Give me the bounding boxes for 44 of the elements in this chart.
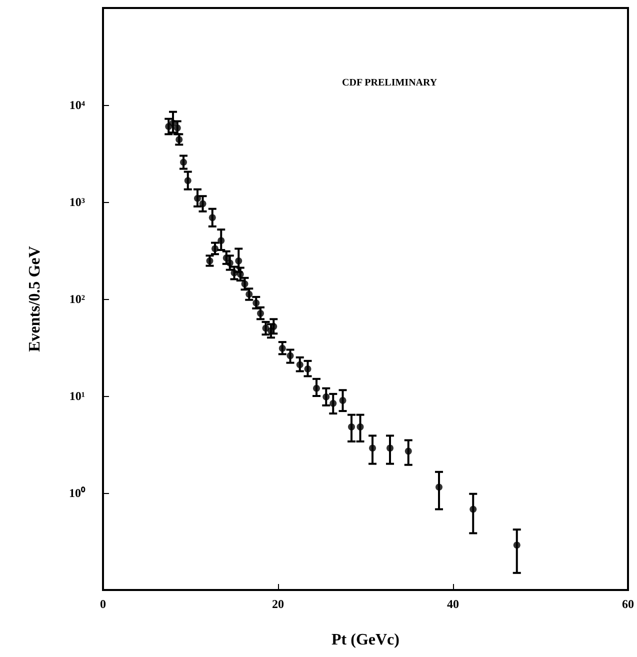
point [296, 361, 304, 368]
point [235, 257, 242, 264]
point [222, 254, 230, 262]
point [252, 299, 260, 306]
point [218, 237, 225, 244]
x-axis-title: Pt (GeVc) [332, 632, 400, 648]
point [436, 484, 442, 491]
point [208, 214, 216, 222]
point [194, 194, 201, 202]
x-tick-label: 40 [447, 597, 459, 611]
point [278, 344, 286, 352]
point [257, 310, 264, 317]
point [230, 269, 238, 276]
point [470, 506, 477, 513]
point [286, 352, 294, 360]
point [226, 260, 234, 267]
point [174, 124, 181, 132]
y-tick-label: 10⁴ [69, 98, 86, 112]
point [199, 200, 206, 208]
point [356, 423, 364, 430]
point [212, 245, 218, 252]
y-tick-label: 10¹ [69, 389, 86, 403]
point [348, 423, 355, 430]
point [180, 158, 187, 166]
point [386, 444, 394, 452]
point [304, 365, 312, 372]
point [170, 120, 176, 127]
y-axis-title: Events/0.5 GeV [26, 246, 44, 352]
y-tick-label: 10³ [69, 195, 86, 209]
point [241, 280, 248, 288]
point [313, 384, 320, 392]
point [339, 396, 346, 404]
annotation: CDF PRELIMINARY [342, 78, 438, 88]
y-tick-label: 10⁰ [69, 486, 86, 500]
point [513, 542, 520, 549]
point [322, 393, 330, 400]
point [369, 444, 376, 452]
x-tick-label: 0 [100, 597, 106, 611]
point [404, 448, 412, 455]
point [184, 177, 192, 184]
y-tick-label: 10² [69, 292, 86, 306]
x-tick-label: 60 [622, 597, 634, 611]
point [330, 400, 337, 407]
x-tick-label: 20 [272, 597, 284, 611]
